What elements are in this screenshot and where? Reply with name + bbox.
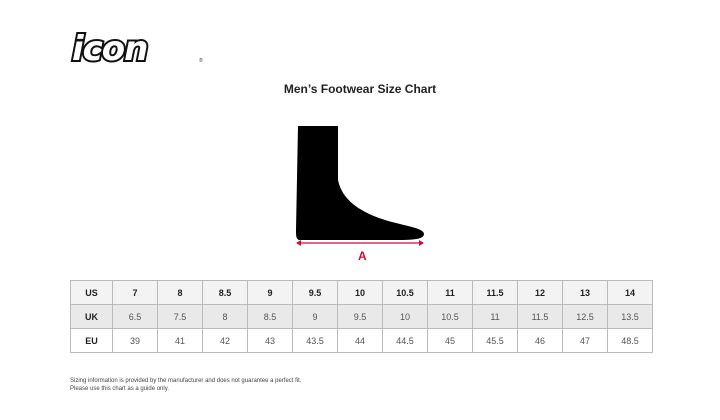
size-cell: 7 (112, 280, 158, 305)
size-cell: 12 (517, 280, 563, 305)
svg-text:icon: icon (72, 29, 147, 68)
size-cell: 48.5 (607, 328, 653, 353)
icon-logo: icon ® (70, 28, 203, 68)
size-cell: 9 (247, 280, 293, 305)
size-cell: 7.5 (157, 304, 203, 329)
size-cell: 43 (247, 328, 293, 353)
size-cell: 8 (157, 280, 203, 305)
size-cell: 10.5 (427, 304, 473, 329)
boot-silhouette (296, 126, 424, 240)
disclaimer: Sizing information is provided by the ma… (70, 377, 301, 393)
row-header: UK (70, 304, 113, 329)
size-table: US 7 8 8.5 9 9.5 10 10.5 11 11.5 12 13 14 UK 6.5 7.5 8 8.… (70, 280, 653, 353)
size-cell: 39 (112, 328, 158, 353)
size-cell: 6.5 (112, 304, 158, 329)
size-cell: 41 (157, 328, 203, 353)
svg-text:®: ® (199, 57, 203, 64)
size-cell: 14 (607, 280, 653, 305)
disclaimer-line-1: Sizing information is provided by the ma… (70, 378, 302, 384)
size-cell: 46 (517, 328, 563, 353)
size-cell: 10.5 (382, 280, 428, 305)
size-cell: 13.5 (607, 304, 653, 329)
size-cell: 9.5 (337, 304, 383, 329)
size-cell: 8 (202, 304, 248, 329)
size-cell: 11.5 (517, 304, 563, 329)
size-cell: 10 (382, 304, 428, 329)
size-cell: 9 (292, 304, 338, 329)
row-header: EU (70, 328, 113, 353)
disclaimer-line-2: Please use this chart as a guide only. (70, 386, 169, 392)
table-row: UK 6.5 7.5 8 8.5 9 9.5 10 10.5 11 11.5 12.5 13.5 (70, 304, 653, 329)
size-cell: 11.5 (472, 280, 518, 305)
size-cell: 8.5 (202, 280, 248, 305)
boot-diagram: A (296, 126, 424, 263)
size-cell: 9.5 (292, 280, 338, 305)
size-cell: 44 (337, 328, 383, 353)
size-cell: 11 (427, 280, 473, 305)
size-cell: 8.5 (247, 304, 293, 329)
size-cell: 13 (562, 280, 608, 305)
size-cell: 45.5 (472, 328, 518, 353)
size-cell: 45 (427, 328, 473, 353)
size-cell: 47 (562, 328, 608, 353)
row-header: US (70, 280, 113, 305)
size-cell: 11 (472, 304, 518, 329)
measure-label: A (358, 249, 367, 263)
size-cell: 10 (337, 280, 383, 305)
size-cell: 43.5 (292, 328, 338, 353)
page-title: Men’s Footwear Size Chart (283, 82, 437, 96)
size-cell: 12.5 (562, 304, 608, 329)
size-cell: 44.5 (382, 328, 428, 353)
size-cell: 42 (202, 328, 248, 353)
table-row: US 7 8 8.5 9 9.5 10 10.5 11 11.5 12 13 14 (70, 280, 653, 305)
table-row: EU 39 41 42 43 43.5 44 44.5 45 45.5 46 47 48.5 (70, 328, 653, 353)
